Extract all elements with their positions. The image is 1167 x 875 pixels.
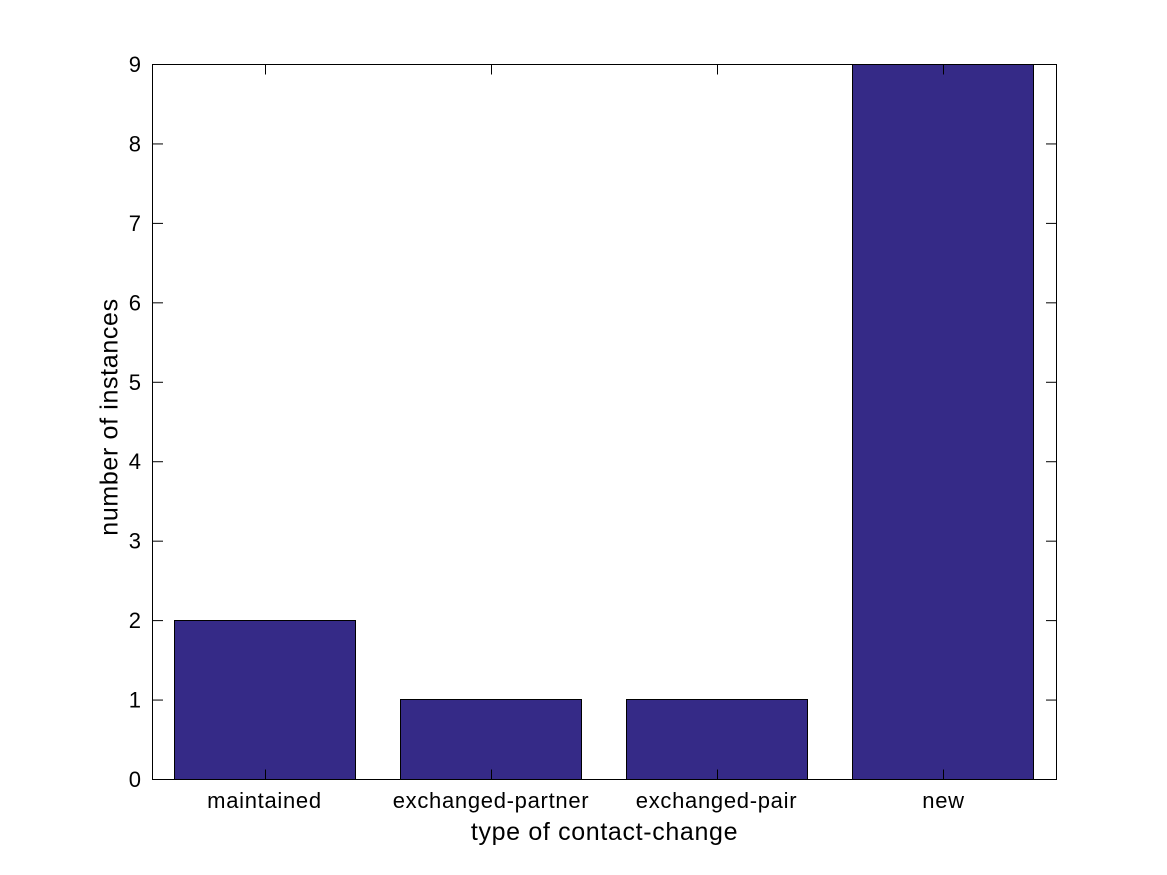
svg-text:6: 6 <box>129 290 141 315</box>
svg-text:8: 8 <box>129 131 141 156</box>
svg-text:2: 2 <box>129 608 141 633</box>
svg-text:exchanged-pair: exchanged-pair <box>636 788 797 813</box>
svg-text:number of instances: number of instances <box>96 298 124 535</box>
svg-text:7: 7 <box>129 211 141 236</box>
svg-text:9: 9 <box>129 52 141 77</box>
svg-text:4: 4 <box>129 449 141 474</box>
svg-text:new: new <box>922 788 964 813</box>
svg-text:1: 1 <box>129 688 141 713</box>
svg-text:0: 0 <box>129 767 141 792</box>
svg-text:maintained: maintained <box>207 788 322 813</box>
svg-text:exchanged-partner: exchanged-partner <box>393 788 590 813</box>
svg-text:5: 5 <box>129 370 141 395</box>
svg-text:3: 3 <box>129 529 141 554</box>
svg-text:type of contact-change: type of contact-change <box>471 818 738 846</box>
